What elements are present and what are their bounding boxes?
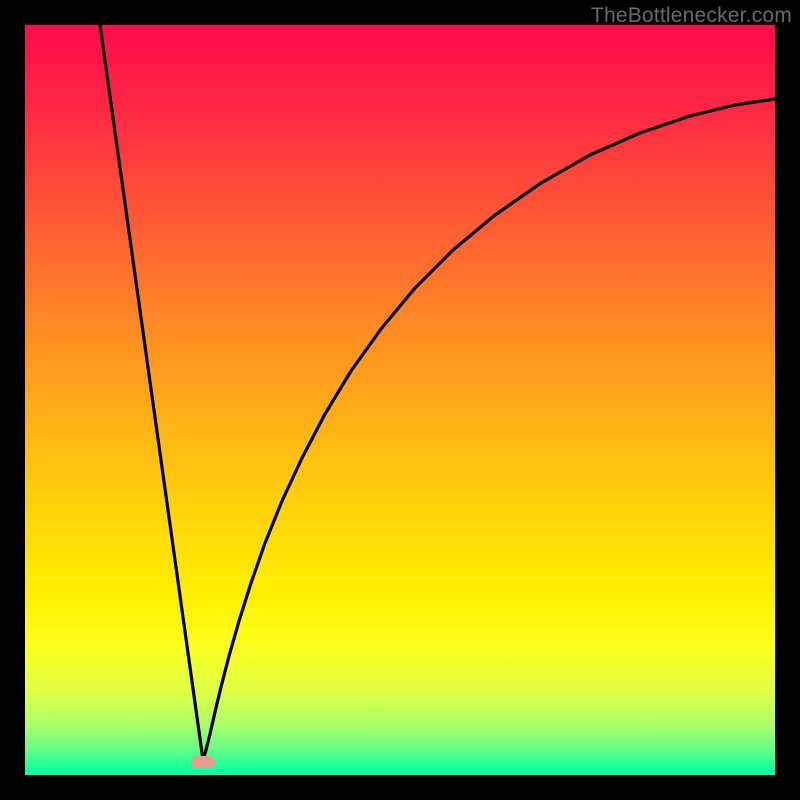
figure-root: TheBottlenecker.com [0, 0, 800, 800]
bottleneck-curve [25, 25, 775, 775]
bottleneck-marker [191, 756, 215, 768]
plot-area [25, 25, 775, 775]
